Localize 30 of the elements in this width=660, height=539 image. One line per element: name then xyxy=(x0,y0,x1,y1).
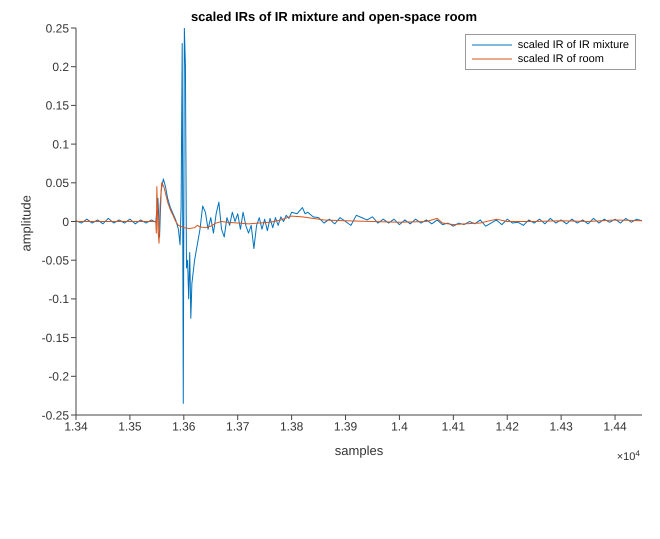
y-tick-label: 0.1 xyxy=(52,137,70,152)
x-tick-label: 1.43 xyxy=(549,420,574,434)
y-tick-label: -0.15 xyxy=(42,330,70,345)
x-tick-label: 1.38 xyxy=(280,420,304,434)
y-tick-label: 0.05 xyxy=(46,176,70,190)
x-tick-label: 1.34 xyxy=(64,420,88,434)
y-tick-label: 0.25 xyxy=(46,21,70,36)
x-tick-label: 1.4 xyxy=(391,420,408,434)
legend-label: scaled IR of IR mixture xyxy=(518,38,629,52)
x-tick-label: 1.35 xyxy=(118,420,142,434)
y-tick-label: -0.05 xyxy=(42,253,70,268)
y-tick-label: -0.1 xyxy=(48,292,70,306)
x-axis-title: samples xyxy=(334,443,384,458)
y-tick-label: 0.15 xyxy=(46,98,70,113)
y-axis-title: amplitude xyxy=(18,195,34,252)
x-tick-label: 1.39 xyxy=(334,420,358,434)
y-tick-label: 0 xyxy=(62,214,70,229)
line-series xyxy=(76,182,642,244)
text: ×10$^{4}$ xyxy=(616,448,640,463)
y-tick-label: -0.2 xyxy=(48,370,70,384)
x-tick-label: 1.36 xyxy=(172,420,196,434)
x-tick-label: 1.42 xyxy=(496,420,520,434)
legend-label: scaled IR of room xyxy=(518,52,604,66)
x-tick-label: 1.37 xyxy=(226,420,250,434)
chart-title: scaled IRs of IR mixture and open-space room xyxy=(190,9,478,24)
x-tick-label: 1.44 xyxy=(603,420,628,434)
x-tick-label: 1.41 xyxy=(442,420,466,434)
y-tick-label: 0.2 xyxy=(52,60,70,74)
line-series xyxy=(76,28,642,404)
y-tick-label: -0.25 xyxy=(42,408,70,422)
